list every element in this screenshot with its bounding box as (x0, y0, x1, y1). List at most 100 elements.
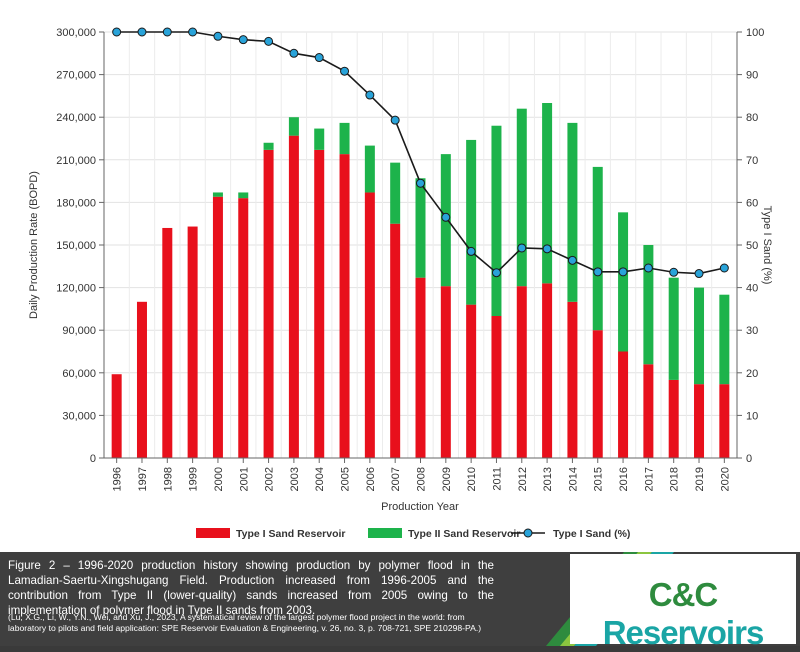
figure-caption: Figure 2 – 1996-2020 production history … (8, 559, 494, 617)
production-chart: 0 30,000 60,000 90,000 120,000 150,000 180,000… (28, 27, 773, 540)
bar-type-i (288, 135, 299, 458)
y-tick-label: 60,000 (62, 368, 96, 380)
x-tick-label: 1996 (112, 467, 124, 491)
point-type-i-percent (542, 244, 552, 254)
point-type-i-percent (365, 90, 375, 100)
y-tick-label: 150,000 (56, 240, 96, 252)
bar-type-i (162, 227, 173, 458)
point-type-i-percent (466, 246, 476, 256)
point-type-i-percent (238, 35, 248, 45)
x-tick-label: 2020 (719, 467, 731, 491)
x-tick-label: 2011 (491, 467, 503, 491)
x-tick-label: 2014 (567, 467, 579, 491)
point-type-i-percent (340, 66, 350, 76)
bar-type-ii (314, 128, 325, 150)
x-tick-label: 2006 (365, 467, 377, 491)
point-type-i-percent (264, 36, 274, 46)
legend-label: Type I Sand Reservoir (236, 528, 346, 540)
bar-type-ii (592, 166, 603, 331)
bar-type-i (263, 149, 274, 459)
y2-tick-label: 50 (746, 240, 758, 252)
y2-tick-label: 60 (746, 197, 758, 209)
y-tick-label: 0 (90, 453, 96, 465)
x-tick-label: 2001 (238, 467, 250, 491)
point-type-i-percent (213, 31, 223, 41)
y2-tick-label: 20 (746, 368, 758, 380)
x-tick-label: 2004 (314, 467, 326, 491)
bar-type-i (491, 316, 502, 458)
bar-type-i (440, 286, 451, 458)
x-tick-label: 2016 (618, 467, 630, 491)
x-tick-label: 2007 (390, 467, 402, 491)
point-type-i-percent (618, 267, 628, 277)
figure-citation: (Lu, X.G., Li, W., Y.N., Wei, and Xu, J.… (8, 612, 482, 633)
bar-type-i (314, 149, 325, 459)
bar-type-i (694, 384, 705, 458)
bar-type-ii (288, 117, 299, 136)
bar-type-ii (415, 178, 426, 278)
point-type-i-percent (289, 48, 299, 58)
point-type-i-percent (643, 263, 653, 273)
x-tick-label: 2002 (264, 467, 276, 491)
bar-type-i (466, 304, 477, 458)
bar-type-i (516, 286, 527, 458)
bar-type-i (187, 226, 198, 458)
bar-type-ii (466, 139, 477, 305)
axes: 0 30,000 60,000 90,000 120,000 150,000 180,000… (56, 27, 764, 491)
bar-type-ii (643, 245, 654, 365)
bar-series (111, 103, 730, 459)
y-tick-label: 300,000 (56, 27, 96, 39)
point-type-i-percent (416, 178, 425, 188)
x-tick-label: 2018 (669, 467, 681, 491)
brand-logo: C&C Reservoirs (570, 576, 796, 652)
legend-swatch (368, 528, 402, 538)
bar-type-ii (390, 162, 401, 224)
y2-tick-label: 90 (746, 70, 758, 82)
x-tick-label: 2012 (517, 467, 529, 491)
bar-type-ii (516, 108, 527, 287)
bar-type-ii (542, 103, 553, 284)
point-type-i-percent (669, 267, 679, 277)
x-tick-label: 2009 (441, 467, 453, 491)
y-tick-label: 90,000 (62, 325, 96, 337)
x-tick-label: 2005 (340, 467, 352, 491)
point-type-i-percent (517, 243, 527, 253)
bar-type-ii (719, 294, 730, 385)
point-type-i-percent (137, 27, 147, 37)
y2-tick-label: 10 (746, 410, 758, 422)
y-tick-label: 120,000 (56, 283, 96, 295)
bar-type-ii (567, 122, 578, 302)
bar-type-i (542, 283, 553, 458)
brand-logo-reservoirs: Reservoirs (602, 614, 765, 651)
point-type-i-percent (719, 263, 729, 273)
bar-type-i (364, 192, 375, 458)
chart-panel: 0 30,000 60,000 90,000 120,000 150,000 180,000… (0, 0, 800, 552)
bar-type-i (415, 277, 426, 458)
y2-tick-label: 0 (746, 453, 752, 465)
x-tick-label: 2015 (593, 467, 605, 491)
bar-type-i (618, 351, 629, 458)
x-tick-label: 2003 (289, 467, 301, 491)
point-type-i-percent (188, 27, 198, 37)
y-tick-label: 270,000 (56, 70, 96, 82)
x-axis-title: Production Year (381, 501, 459, 513)
y-tick-label: 240,000 (56, 112, 96, 124)
bar-type-ii (618, 212, 629, 352)
y2-tick-label: 80 (746, 112, 758, 124)
bar-type-ii (339, 122, 350, 155)
bar-type-ii (238, 192, 249, 199)
y2-tick-label: 30 (746, 325, 758, 337)
point-type-i-percent (314, 53, 324, 63)
point-type-i-percent (390, 115, 400, 125)
bar-type-i (567, 301, 578, 458)
point-type-i-percent (441, 212, 451, 222)
bar-type-ii (212, 192, 223, 197)
brand-logo-box: C&C Reservoirs (570, 554, 796, 651)
x-tick-label: 2019 (694, 467, 706, 491)
y-tick-label: 210,000 (56, 155, 96, 167)
bar-type-ii (694, 287, 705, 385)
x-tick-label: 2008 (416, 467, 428, 491)
legend: Type I Sand Reservoir Type II Sand Reserv… (196, 528, 630, 540)
brand-logo-cc: C&C (648, 576, 718, 613)
bar-type-i (668, 379, 679, 458)
